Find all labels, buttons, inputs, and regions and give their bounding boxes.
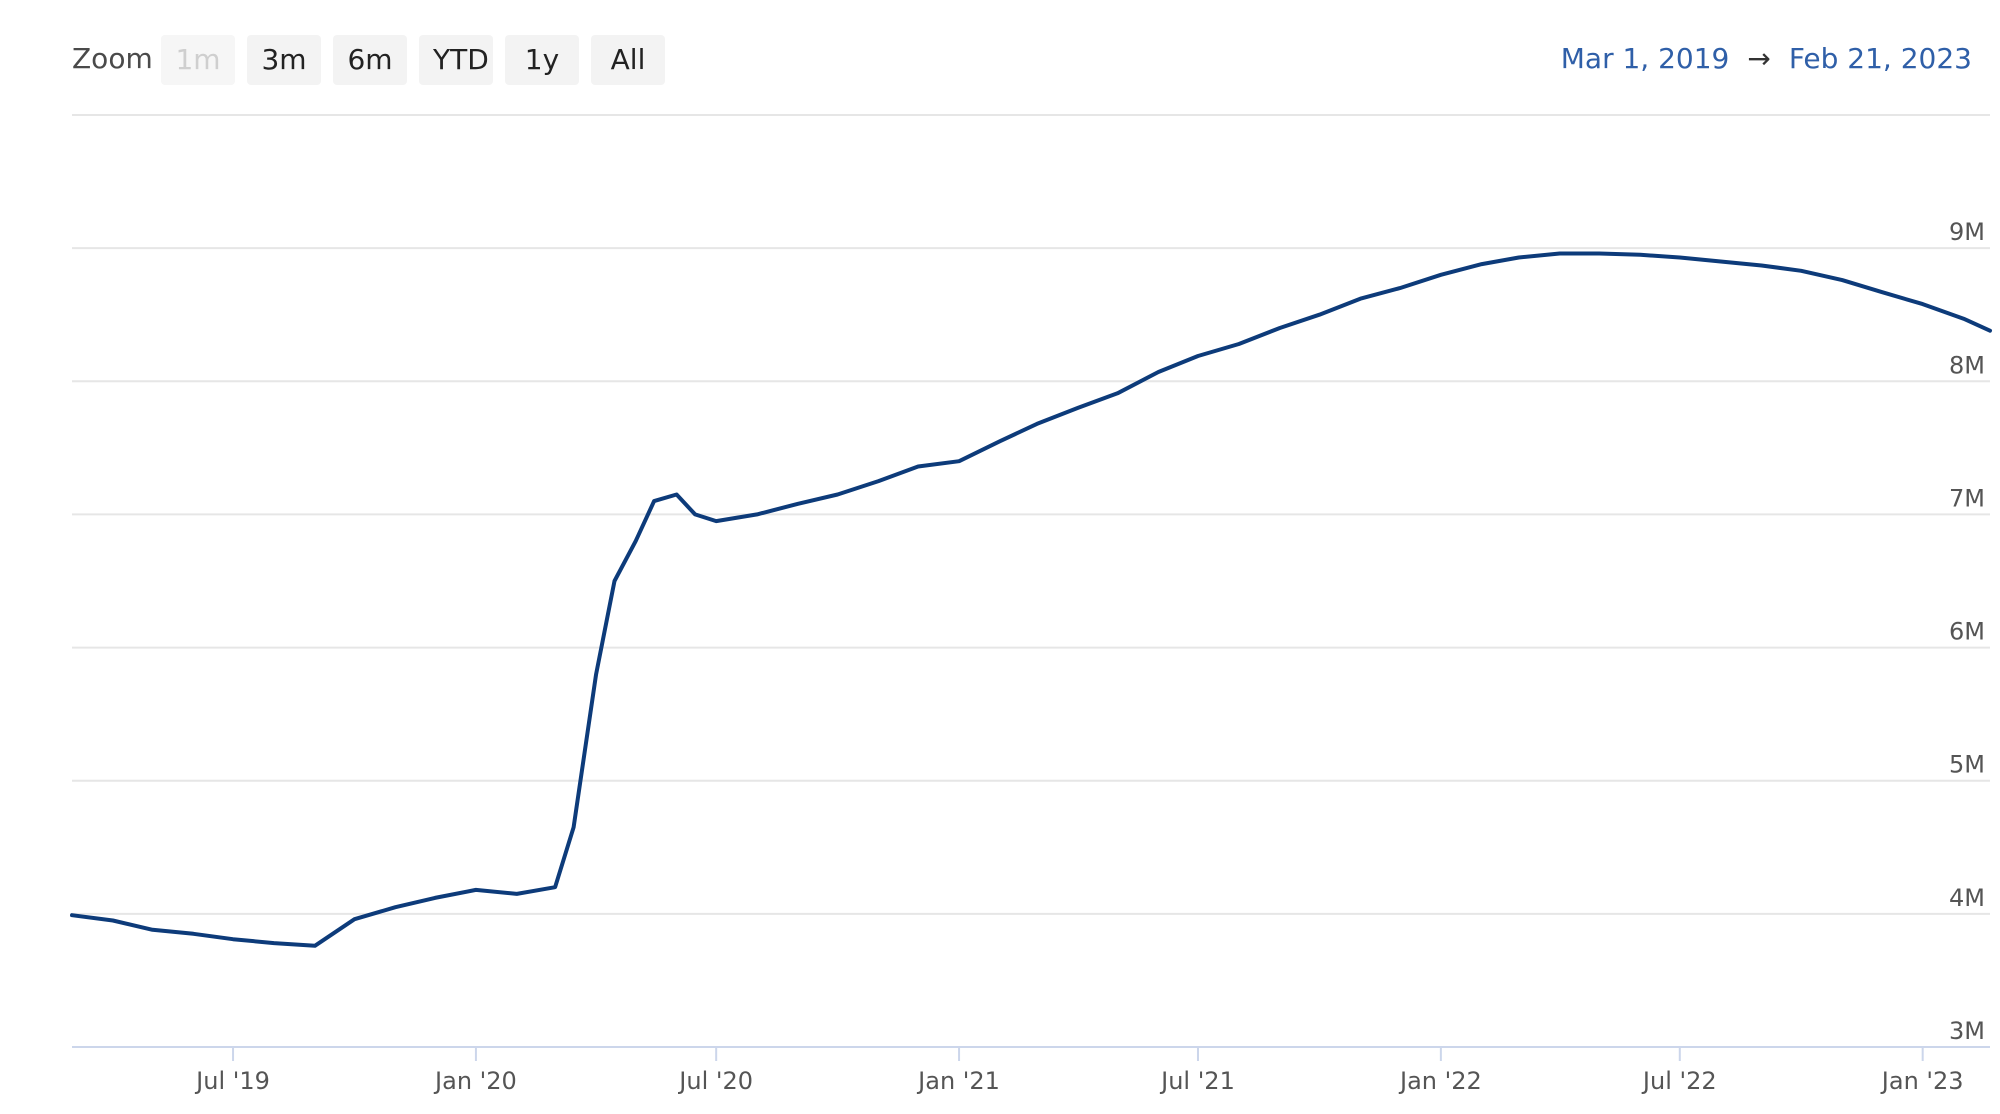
x-tick-label: Jul '20 [677, 1067, 753, 1095]
x-tick-label: Jul '21 [1159, 1067, 1235, 1095]
grid-lines [72, 247, 1990, 1048]
y-tick-label: 3M [1949, 1017, 1985, 1045]
range-from-date[interactable]: Mar 1, 2019 [1560, 42, 1730, 75]
toolbar: Zoom 1m 3m 6m YTD 1y All Mar 1, 2019 → Feb… [0, 0, 2000, 110]
range-to-date[interactable]: Feb 21, 2023 [1788, 42, 1972, 75]
y-tick-label: 6M [1949, 618, 1985, 646]
x-axis: Jul '19 Jan '20 Jul '20 Jan '21 Jul '21 Jan '… [194, 1047, 1964, 1095]
series-group [70, 251, 1992, 948]
x-tick-label: Jan '22 [1398, 1067, 1482, 1095]
zoom-1y-button[interactable]: 1y [505, 35, 579, 85]
x-tick-label: Jul '19 [194, 1067, 270, 1095]
y-tick-label: 8M [1949, 351, 1985, 379]
zoom-all-button[interactable]: All [591, 35, 665, 85]
zoom-6m-button[interactable]: 6m [333, 35, 407, 85]
zoom-3m-button[interactable]: 3m [247, 35, 321, 85]
range-arrow-icon: → [1747, 42, 1771, 75]
zoom-ytd-button[interactable]: YTD [419, 35, 493, 85]
y-tick-label: 9M [1949, 218, 1985, 246]
date-range: Mar 1, 2019 → Feb 21, 2023 [1561, 42, 1972, 75]
x-tick-label: Jan '20 [433, 1067, 517, 1095]
y-axis: 3M 4M 5M 6M 7M 8M 9M [1949, 218, 1985, 1045]
zoom-1m-button[interactable]: 1m [161, 35, 235, 85]
series-line [70, 251, 1992, 948]
x-tick-label: Jan '21 [916, 1067, 1000, 1095]
y-tick-label: 4M [1949, 884, 1985, 912]
y-tick-label: 7M [1949, 484, 1985, 512]
x-tick-label: Jan '23 [1880, 1067, 1964, 1095]
zoom-label: Zoom [72, 42, 153, 75]
x-tick-label: Jul '22 [1641, 1067, 1717, 1095]
y-tick-label: 5M [1949, 751, 1985, 779]
